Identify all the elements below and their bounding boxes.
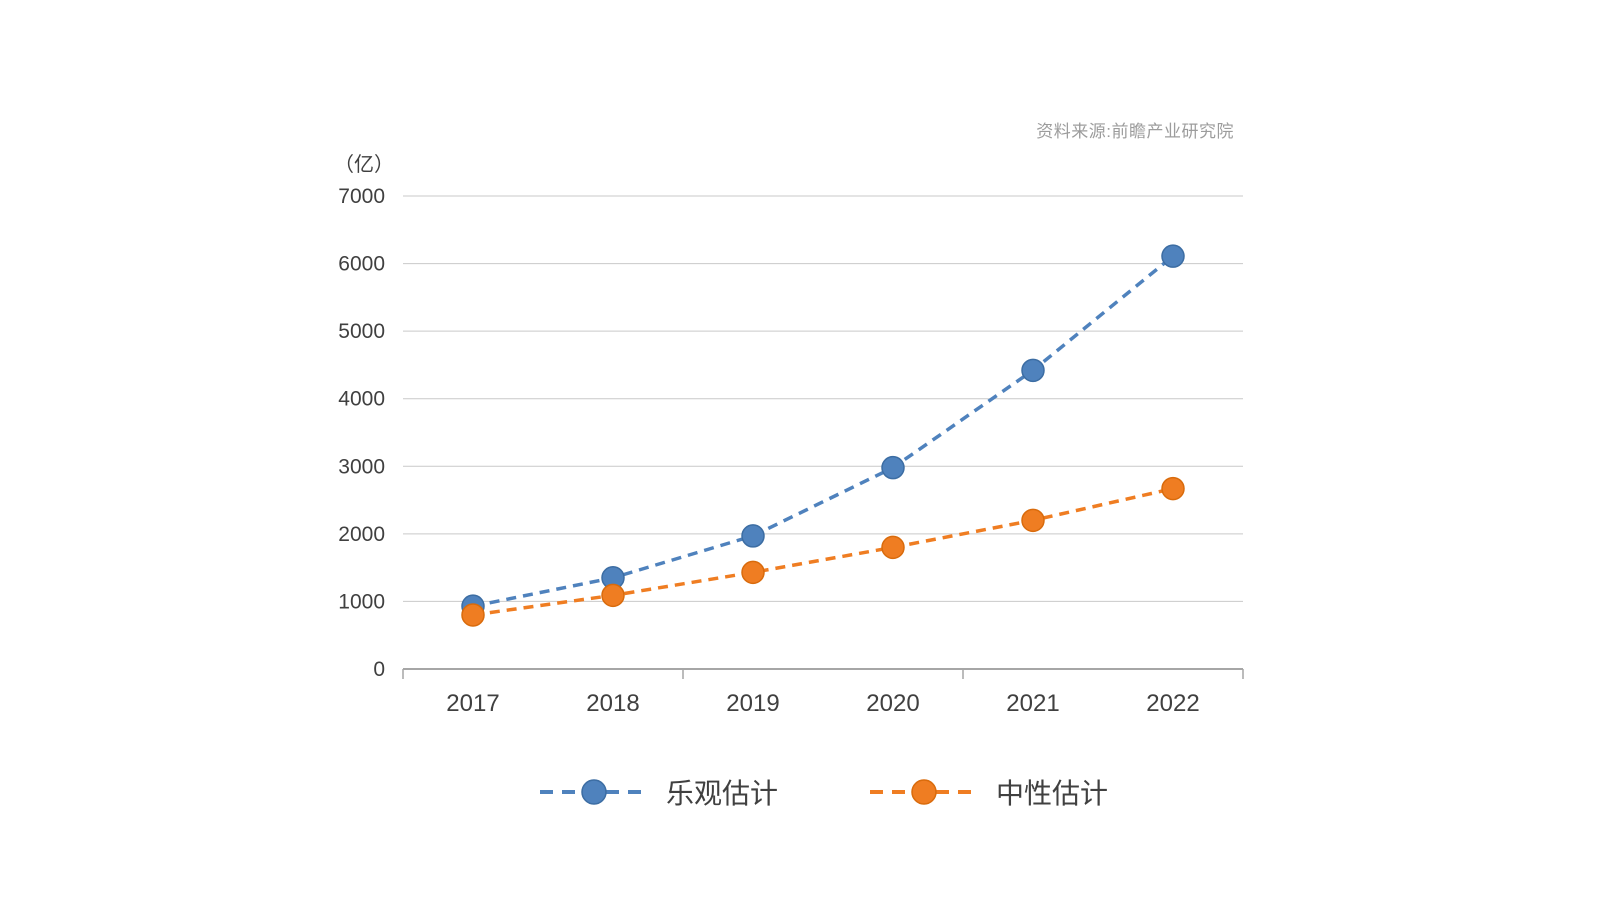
y-tick-label: 5000 bbox=[338, 320, 385, 343]
legend-label-neutral: 中性估计 bbox=[996, 778, 1109, 809]
legend-dashed-line-marker-icon bbox=[539, 779, 648, 805]
x-tick-label: 2017 bbox=[446, 690, 499, 717]
legend-entry-optimistic: 乐观估计 bbox=[538, 772, 778, 812]
series-line bbox=[472, 254, 1175, 608]
x-tick-label: 2022 bbox=[1146, 690, 1199, 717]
y-tick-label: 0 bbox=[373, 658, 385, 681]
y-tick-label: 2000 bbox=[338, 523, 385, 546]
y-tick-label: 3000 bbox=[338, 455, 385, 478]
legend-dashed-line-marker-icon bbox=[870, 779, 978, 805]
source-note: 资料来源:前瞻产业研究院 bbox=[1036, 122, 1234, 141]
data-point-marker bbox=[881, 535, 905, 560]
data-point-marker bbox=[881, 455, 905, 480]
y-tick-label: 6000 bbox=[338, 253, 385, 276]
chart-legend: 乐观估计 中性估计 bbox=[403, 773, 1243, 811]
data-point-marker bbox=[461, 603, 485, 627]
data-point-marker bbox=[741, 560, 765, 585]
data-point-marker bbox=[1161, 244, 1185, 268]
data-point-marker bbox=[1161, 476, 1185, 501]
x-tick-label: 2020 bbox=[866, 690, 919, 717]
y-axis-unit-label: （亿） bbox=[334, 154, 394, 176]
legend-label-optimistic: 乐观估计 bbox=[665, 778, 778, 809]
data-point-marker bbox=[1021, 358, 1045, 383]
data-point-marker bbox=[741, 524, 765, 548]
y-tick-label: 1000 bbox=[338, 590, 385, 613]
y-tick-label: 7000 bbox=[338, 185, 385, 208]
x-tick-label: 2018 bbox=[586, 690, 639, 717]
legend-entry-neutral: 中性估计 bbox=[868, 772, 1108, 812]
data-point-marker bbox=[601, 583, 625, 608]
series-line bbox=[472, 486, 1174, 617]
y-tick-label: 4000 bbox=[338, 388, 385, 411]
data-point-marker bbox=[1021, 508, 1045, 533]
x-tick-label: 2021 bbox=[1006, 690, 1059, 717]
x-tick-label: 2019 bbox=[726, 690, 779, 717]
